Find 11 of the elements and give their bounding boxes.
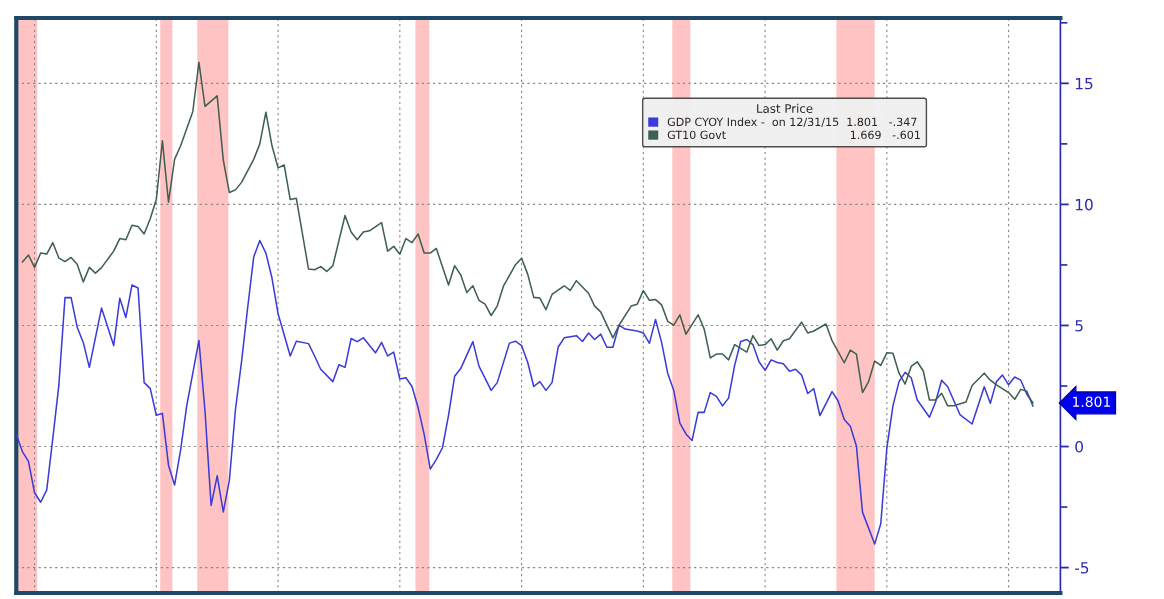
y-tick-label: -5 [1075,562,1089,574]
line-series [16,239,1034,545]
line-series [21,61,1034,407]
y-tick-label: 15 [1075,78,1093,90]
legend-label: GDP CYOY Index - on 12/31/15 1.801 -.347 [667,117,917,127]
legend-title: Last Price [757,103,813,113]
legend-label: GT10 Govt 1.669 -.601 [667,130,920,140]
y-tick-label: 5 [1075,320,1083,332]
y-tick-label: 0 [1075,440,1083,453]
text: 1.801 [1073,396,1110,407]
y-tick-label: 10 [1075,198,1093,211]
